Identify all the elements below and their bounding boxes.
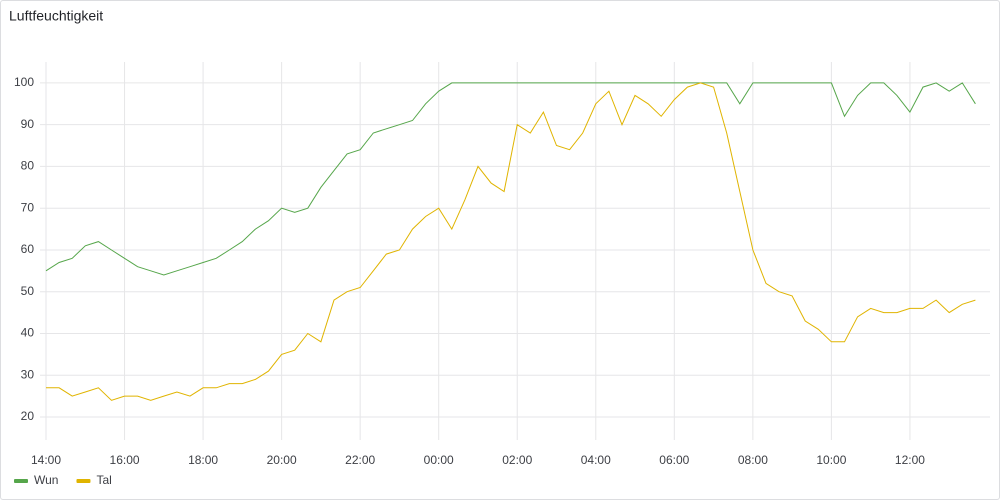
series-line bbox=[46, 82, 976, 401]
x-tick-label: 16:00 bbox=[110, 453, 140, 467]
x-tick-label: 12:00 bbox=[895, 453, 925, 467]
y-tick-label: 90 bbox=[21, 117, 35, 131]
x-tick-label: 18:00 bbox=[188, 453, 218, 467]
x-tick-label: 22:00 bbox=[345, 453, 375, 467]
y-tick-label: 50 bbox=[21, 284, 35, 298]
x-tick-label: 00:00 bbox=[424, 453, 454, 467]
x-tick-label: 08:00 bbox=[738, 453, 768, 467]
y-tick-label: 60 bbox=[21, 242, 35, 256]
x-tick-label: 06:00 bbox=[659, 453, 689, 467]
series-line bbox=[45, 82, 976, 276]
y-tick-label: 80 bbox=[21, 159, 35, 173]
x-tick-label: 20:00 bbox=[267, 453, 297, 467]
y-tick-label: 20 bbox=[21, 409, 35, 423]
x-tick-label: 02:00 bbox=[502, 453, 532, 467]
x-tick-label: 10:00 bbox=[816, 453, 846, 467]
y-tick-label: 100 bbox=[14, 75, 34, 89]
y-tick-label: 40 bbox=[21, 326, 35, 340]
legend-swatch bbox=[76, 479, 91, 483]
x-tick-label: 14:00 bbox=[31, 453, 61, 467]
chart-title: Luftfeuchtigkeit bbox=[9, 8, 103, 24]
y-tick-label: 70 bbox=[21, 200, 35, 214]
legend-swatch bbox=[14, 479, 28, 483]
x-tick-label: 04:00 bbox=[581, 453, 611, 467]
legend-label: Wun bbox=[34, 473, 58, 487]
y-tick-label: 30 bbox=[21, 367, 35, 381]
legend-label: Tal bbox=[96, 473, 111, 487]
